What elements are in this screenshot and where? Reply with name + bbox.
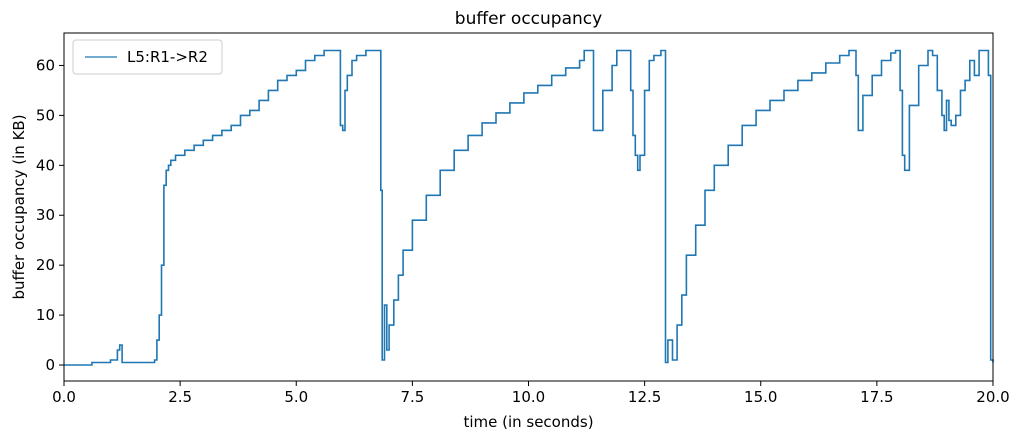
- x-tick-label: 5.0: [284, 388, 308, 406]
- y-tick-label: 0: [45, 356, 55, 374]
- axes: 0.0 2.5 5.0 7.5 10.0 12.5 15.0 17.5 20.0 0 10 20 30 4…: [36, 56, 1010, 406]
- y-tick-label: 50: [36, 106, 55, 124]
- plot-area: [64, 49, 994, 366]
- y-tick-label: 10: [36, 306, 55, 324]
- y-tick-label: 40: [36, 156, 55, 174]
- y-tick-label: 20: [36, 256, 55, 274]
- x-tick-label: 0.0: [52, 388, 76, 406]
- x-tick-label: 2.5: [168, 388, 192, 406]
- x-tick-label: 10.0: [512, 388, 545, 406]
- y-axis-label: buffer occupancy (in KB): [10, 114, 28, 299]
- x-tick-label: 20.0: [976, 388, 1009, 406]
- series-line: [64, 49, 994, 366]
- y-tick-label: 60: [36, 56, 55, 74]
- legend: L5:R1->R2: [72, 39, 223, 75]
- chart-title: buffer occupancy: [455, 9, 602, 29]
- y-tick-label: 30: [36, 206, 55, 224]
- x-axis-label: time (in seconds): [463, 413, 593, 431]
- x-tick-label: 15.0: [744, 388, 777, 406]
- x-tick-label: 7.5: [400, 388, 424, 406]
- legend-series-label: L5:R1->R2: [127, 48, 208, 66]
- x-tick-label: 17.5: [860, 388, 893, 406]
- x-tick-label: 12.5: [628, 388, 661, 406]
- plot-frame: [63, 32, 994, 382]
- legend-box: [72, 39, 223, 75]
